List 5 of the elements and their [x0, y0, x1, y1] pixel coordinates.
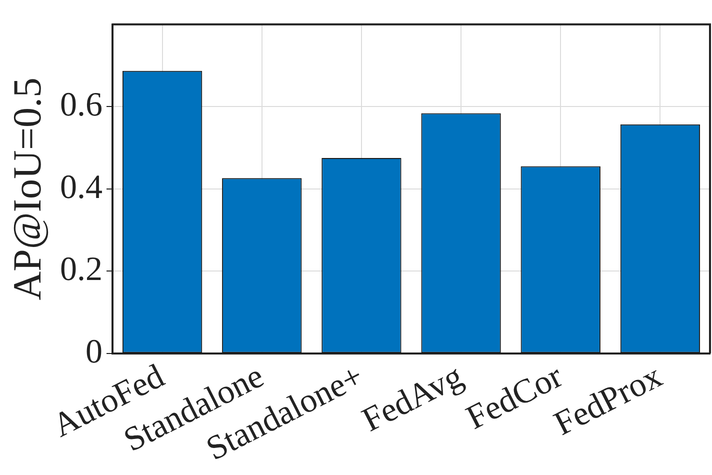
y-axis-title: AP@IoU=0.5 [4, 78, 50, 300]
y-tick-label: 0.6 [60, 86, 102, 124]
y-tick-label: 0.2 [60, 251, 102, 288]
y-tick-label: 0.4 [60, 168, 102, 206]
y-tick-label: 0 [86, 333, 102, 370]
